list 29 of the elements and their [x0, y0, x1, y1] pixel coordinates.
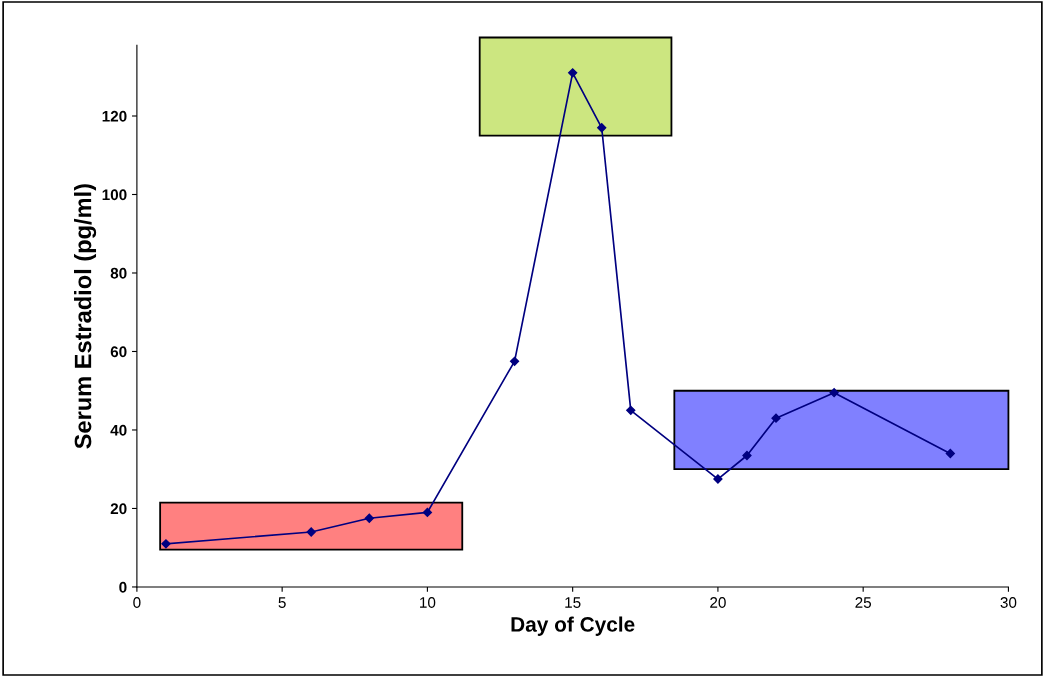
y-tick-label: 20: [110, 503, 127, 515]
point: [161, 539, 171, 549]
point: [829, 388, 839, 398]
point: [945, 448, 955, 459]
y-tick-label: 120: [102, 110, 127, 122]
point: [364, 513, 374, 523]
point: [568, 68, 578, 78]
x-tick-label: 25: [855, 597, 872, 608]
point: [771, 413, 781, 423]
x-axis-title: Day of Cycle: [511, 616, 635, 636]
point: [597, 123, 607, 133]
point: [422, 507, 433, 518]
point: [713, 474, 723, 484]
y-tick-label: 100: [102, 189, 127, 201]
x-tick-label: 30: [1000, 597, 1017, 608]
y-tick-label: 40: [110, 424, 127, 436]
x-tick-label: 0: [133, 597, 141, 608]
point: [306, 527, 316, 537]
y-tick-label: 60: [110, 346, 127, 358]
point: [509, 356, 520, 366]
point: [742, 450, 752, 461]
x-tick-label: 10: [420, 597, 436, 608]
x-tick-label: 5: [278, 597, 286, 608]
x-tick-label: 15: [565, 597, 581, 608]
y-tick-label: 0: [119, 581, 127, 593]
y-axis-title: Serum Estradiol (pg/ml): [74, 184, 97, 449]
point: [626, 405, 636, 415]
x-tick-label: 20: [710, 597, 726, 608]
y-tick-label: 80: [110, 267, 127, 279]
